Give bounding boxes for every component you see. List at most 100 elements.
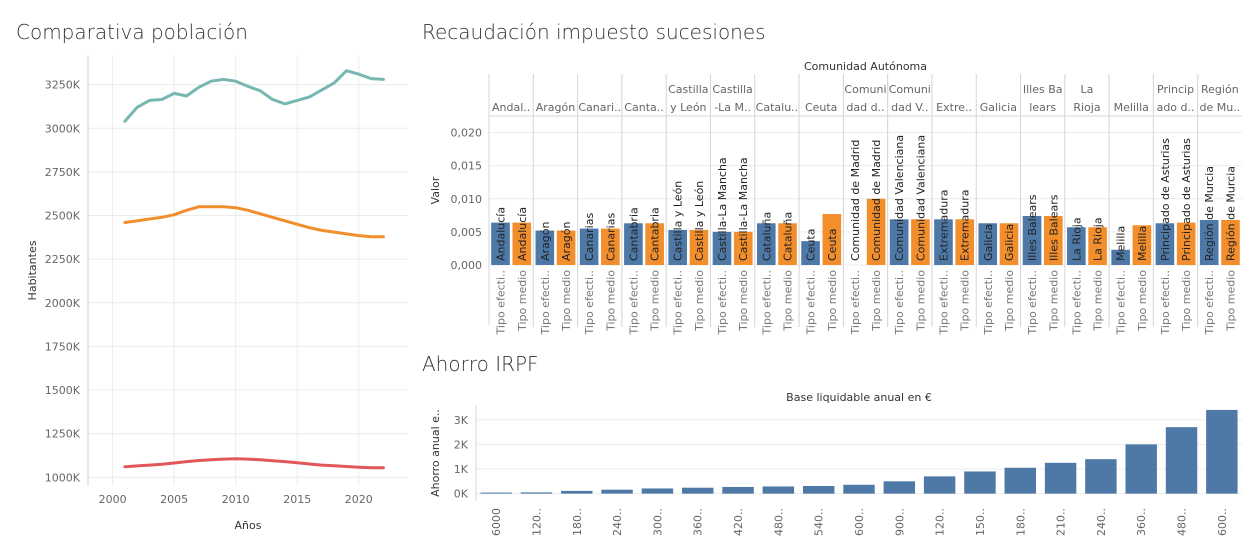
bar	[579, 228, 599, 265]
bar	[955, 219, 975, 265]
column-header-label: Castilla	[712, 83, 752, 96]
y-tick-label: 3250K	[45, 79, 81, 92]
bar-category-label: Melilla	[1115, 226, 1128, 261]
series-axis-label: Tipo efecti..	[1115, 270, 1128, 335]
bar-category-label: Illes Balears	[1026, 194, 1039, 261]
column-header-label: Illes Ba	[1023, 83, 1063, 96]
bar-category-label: Comunidad Valenciana	[914, 135, 927, 261]
y-tick-label: 0,000	[451, 259, 483, 272]
bar	[689, 229, 709, 265]
bar	[682, 487, 714, 494]
bar-category-label: Principado de Asturias	[1180, 138, 1193, 261]
x-tick-label: 240..	[1095, 508, 1108, 536]
series-axis-label: Tipo medio	[870, 270, 883, 332]
bar-category-label: La Rioja	[1070, 217, 1083, 261]
y-tick-label: 0,015	[451, 160, 483, 173]
bar-category-label: Comunidad de Madrid	[870, 140, 883, 261]
bar	[1155, 223, 1175, 265]
y-axis-label: Habitantes	[26, 240, 39, 300]
bar	[1067, 227, 1086, 265]
bar-category-label: Comunidad Valenciana	[893, 135, 906, 261]
bar	[801, 241, 820, 265]
series-axis-label: Tipo medio	[1180, 270, 1193, 332]
y-tick-label: 2500K	[45, 210, 81, 223]
series-axis-label: Tipo medio	[560, 270, 573, 332]
bar-category-label: Castilla y León	[693, 181, 706, 261]
y-tick-label: 2000K	[45, 297, 81, 310]
bar	[1044, 462, 1077, 494]
bar	[491, 222, 510, 265]
series-axis-label: Tipo efecti..	[805, 270, 818, 335]
x-axis-label: Años	[235, 519, 262, 532]
column-header: Comunidad Autónoma	[804, 60, 927, 73]
bar	[978, 223, 998, 265]
column-header-label: -La M..	[714, 101, 751, 114]
column-header: Base liquidable anual en €	[786, 391, 932, 404]
x-tick-label: 2005	[160, 493, 188, 506]
bar	[1004, 467, 1036, 494]
series-line-1	[123, 205, 385, 239]
x-tick-label: 540..	[813, 508, 826, 536]
series-axis-label: Tipo efecti..	[849, 270, 862, 335]
bar	[923, 476, 956, 494]
bar	[624, 223, 643, 265]
bar	[756, 223, 776, 265]
column-header-label: Canari..	[578, 101, 621, 114]
column-header-label: La	[1081, 83, 1094, 96]
bar-category-label: Andalucía	[495, 207, 508, 261]
bar-category-label: Andalucía	[516, 207, 529, 261]
x-tick-label: 240..	[611, 508, 624, 536]
bar-category-label: Ceuta	[805, 229, 818, 261]
x-tick-label: 2015	[283, 493, 311, 506]
bar	[645, 223, 664, 265]
x-tick-label: 600..	[1216, 508, 1229, 536]
series-axis-label: Tipo medio	[1136, 270, 1149, 332]
bar-category-label: Aragón	[560, 221, 573, 261]
bar	[889, 219, 909, 265]
bar	[1206, 409, 1238, 494]
series-axis-label: Tipo efecti..	[627, 270, 640, 335]
y-axis-label: Ahorro anual e..	[429, 409, 442, 497]
y-tick-label: 0,010	[451, 193, 483, 206]
x-tick-label: 480..	[772, 508, 785, 536]
column-header-label: lears	[1029, 101, 1056, 114]
column-header-label: Canta..	[624, 101, 663, 114]
x-tick-label: 900..	[893, 508, 906, 536]
bar-category-label: Aragón	[539, 221, 552, 261]
bar	[1165, 427, 1198, 494]
series-axis-label: Tipo efecti..	[716, 270, 729, 335]
bar-category-label: Extremadura	[937, 190, 950, 262]
column-header-label: Princip	[1157, 83, 1194, 96]
bar	[964, 471, 996, 494]
bar-category-label: Comunidad de Madrid	[849, 140, 862, 261]
y-tick-label: 0K	[454, 488, 469, 501]
bar	[512, 222, 532, 265]
bar-category-label: Región de Murcia	[1203, 166, 1216, 261]
column-header-label: dad d..	[846, 101, 884, 114]
column-header-label: ado d..	[1157, 101, 1195, 114]
column-header-label: Rioja	[1073, 101, 1100, 114]
bar	[999, 223, 1019, 265]
column-header-label: Galicia	[980, 101, 1017, 114]
x-tick-label: 300..	[651, 508, 664, 536]
series-axis-label: Tipo medio	[1047, 270, 1060, 332]
x-tick-label: 120..	[530, 508, 543, 536]
inheritance-tax-chart-title: Recaudación impuesto sucesiones	[422, 20, 766, 44]
bar-category-label: Cataluña	[760, 212, 773, 261]
column-header-label: Comuni	[889, 83, 931, 96]
bar	[712, 231, 732, 265]
bar-category-label: La Rioja	[1092, 217, 1105, 261]
series-axis-label: Tipo efecti..	[495, 270, 508, 335]
bar	[561, 490, 593, 494]
series-axis-label: Tipo medio	[516, 270, 529, 332]
bar-category-label: Castilla y León	[672, 181, 685, 261]
bar	[1111, 249, 1130, 265]
series-axis-label: Tipo medio	[737, 270, 750, 332]
irpf-chart-title: Ahorro IRPF	[422, 352, 539, 376]
column-header-label: y León	[670, 101, 706, 114]
series-axis-label: Tipo medio	[693, 270, 706, 332]
y-tick-label: 3000K	[45, 122, 81, 135]
